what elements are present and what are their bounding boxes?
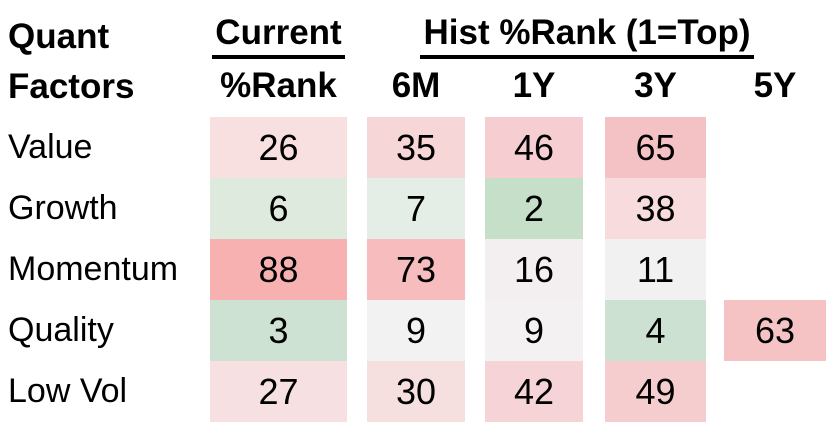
heatmap-cell-lowvol-5y <box>724 361 826 422</box>
column-3y: 65 38 11 4 49 <box>605 117 706 422</box>
heatmap-cell-momentum-1y: 16 <box>485 239 583 300</box>
heatmap-cell-momentum-6m: 73 <box>367 239 465 300</box>
row-label-column: Value Growth Momentum Quality Low Vol <box>8 117 203 422</box>
row-label-growth: Growth <box>8 189 118 227</box>
hist-group-header: Hist %Rank (1=Top) <box>367 13 807 59</box>
heatmap-cell-momentum-5y <box>724 239 826 300</box>
col-header-5y: 5Y <box>753 66 797 105</box>
column-1y: 46 2 16 9 42 <box>485 117 583 422</box>
heatmap-cell-growth-current: 6 <box>210 178 347 239</box>
heatmap-cell-quality-current: 3 <box>210 300 347 361</box>
heatmap-cell-growth-6m: 7 <box>367 178 465 239</box>
hist-group-title: Hist %Rank (1=Top) <box>420 13 754 59</box>
heatmap-cell-quality-1y: 9 <box>485 300 583 361</box>
heatmap-cell-momentum-3y: 11 <box>605 239 706 300</box>
heatmap-cell-momentum-current: 88 <box>210 239 347 300</box>
current-group-header: Current <box>210 13 347 59</box>
column-5y: 63 <box>724 117 826 422</box>
heatmap-cell-value-current: 26 <box>210 117 347 178</box>
column-6m: 35 7 73 9 30 <box>367 117 465 422</box>
heatmap-cell-value-1y: 46 <box>485 117 583 178</box>
heatmap-cell-lowvol-6m: 30 <box>367 361 465 422</box>
heatmap-cell-value-3y: 65 <box>605 117 706 178</box>
col-header-3y: 3Y <box>634 66 677 105</box>
corner-header-line2: Factors <box>8 67 135 106</box>
heatmap-cell-lowvol-3y: 49 <box>605 361 706 422</box>
heatmap-cell-value-5y <box>724 117 826 178</box>
col-header-1y: 1Y <box>512 66 556 105</box>
col-header-current-rank: %Rank <box>220 66 337 105</box>
row-label-value: Value <box>8 128 93 166</box>
heatmap-cell-value-6m: 35 <box>367 117 465 178</box>
heatmap-cell-growth-3y: 38 <box>605 178 706 239</box>
row-label-quality: Quality <box>8 311 114 349</box>
heatmap-cell-lowvol-current: 27 <box>210 361 347 422</box>
column-current-rank: 26 6 88 3 27 <box>210 117 347 422</box>
heatmap-cell-growth-5y <box>724 178 826 239</box>
heatmap-cell-quality-3y: 4 <box>605 300 706 361</box>
table-corner-header: Quant Factors <box>8 12 134 112</box>
corner-header-line1: Quant <box>8 17 110 56</box>
current-group-title: Current <box>212 13 345 59</box>
col-header-6m: 6M <box>391 66 441 105</box>
row-label-low-vol: Low Vol <box>8 372 128 410</box>
heatmap-cell-quality-5y: 63 <box>724 300 826 361</box>
heatmap-cell-quality-6m: 9 <box>367 300 465 361</box>
row-label-momentum: Momentum <box>8 250 179 288</box>
heatmap-cell-growth-1y: 2 <box>485 178 583 239</box>
heatmap-cell-lowvol-1y: 42 <box>485 361 583 422</box>
